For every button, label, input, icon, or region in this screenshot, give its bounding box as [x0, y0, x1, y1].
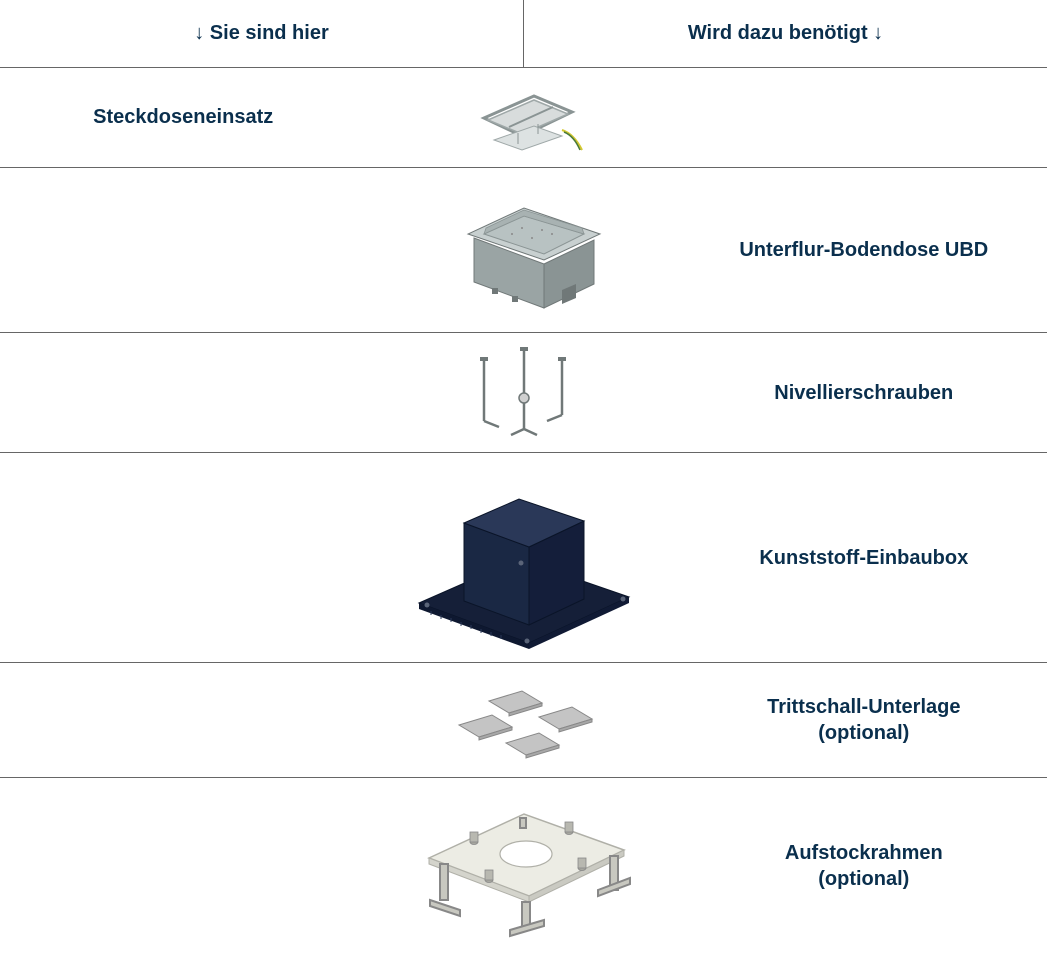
image-plastic-box [366, 451, 680, 665]
row-trittschall: Trittschall-Unterlage(optional) [0, 663, 1047, 778]
row-einbaubox: Kunststoff-Einbaubox [0, 453, 1047, 663]
image-leveling-screws [366, 331, 680, 455]
header-right: Wird dazu benötigt ↓ [524, 0, 1047, 67]
image-floor-box [366, 166, 680, 335]
exploded-view-table: ↓ Sie sind hier Wird dazu benötigt ↓ Ste… [0, 0, 1047, 961]
label-nivellierschrauben: Nivellierschrauben [681, 380, 1047, 406]
label-steckdoseneinsatz: Steckdoseneinsatz [0, 106, 366, 129]
header-row: ↓ Sie sind hier Wird dazu benötigt ↓ [0, 0, 1047, 68]
row-ubd: Unterflur-Bodendose UBD [0, 168, 1047, 333]
label-trittschall: Trittschall-Unterlage(optional) [681, 694, 1047, 746]
label-ubd: Unterflur-Bodendose UBD [681, 237, 1047, 263]
image-socket-insert [366, 66, 680, 170]
row-steckdoseneinsatz: Steckdoseneinsatz [0, 68, 1047, 168]
row-nivellierschrauben: Nivellierschrauben [0, 333, 1047, 453]
header-left: ↓ Sie sind hier [0, 0, 524, 67]
image-riser-frame [366, 776, 680, 955]
row-aufstockrahmen: Aufstockrahmen(optional) [0, 778, 1047, 953]
image-pads [366, 661, 680, 780]
label-aufstockrahmen: Aufstockrahmen(optional) [681, 840, 1047, 892]
label-einbaubox: Kunststoff-Einbaubox [681, 545, 1047, 571]
